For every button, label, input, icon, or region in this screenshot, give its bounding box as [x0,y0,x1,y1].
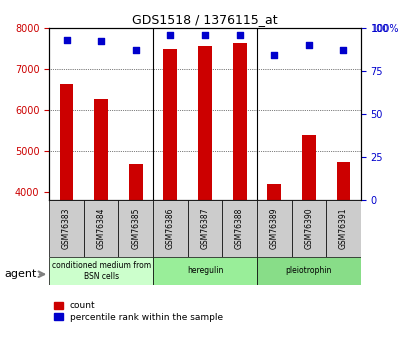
FancyBboxPatch shape [291,200,326,257]
FancyBboxPatch shape [118,200,153,257]
Title: GDS1518 / 1376115_at: GDS1518 / 1376115_at [132,13,277,27]
Bar [232,43,246,345]
Point [132,47,139,53]
Point [236,32,242,37]
FancyBboxPatch shape [153,200,187,257]
Text: GSM76387: GSM76387 [200,208,209,249]
Text: pleiotrophin: pleiotrophin [285,266,331,275]
Text: GSM76384: GSM76384 [97,208,106,249]
Point [270,52,277,58]
FancyBboxPatch shape [326,200,360,257]
Point [339,47,346,53]
Bar [163,49,177,345]
Point [63,37,70,42]
Text: conditioned medium from
BSN cells: conditioned medium from BSN cells [52,261,151,280]
FancyBboxPatch shape [49,200,83,257]
Text: GSM76383: GSM76383 [62,208,71,249]
FancyBboxPatch shape [83,200,118,257]
Bar [128,164,142,345]
Bar [198,46,211,345]
Point [305,42,311,48]
Text: GSM76389: GSM76389 [269,208,278,249]
FancyBboxPatch shape [256,200,291,257]
FancyBboxPatch shape [187,200,222,257]
Text: GSM76388: GSM76388 [234,208,243,249]
FancyBboxPatch shape [153,257,256,285]
Text: GSM76390: GSM76390 [303,208,312,249]
FancyBboxPatch shape [49,257,153,285]
FancyBboxPatch shape [256,257,360,285]
Point [98,39,104,44]
Bar [301,135,315,345]
Bar [59,84,73,345]
Text: heregulin: heregulin [187,266,222,275]
Bar [94,99,108,345]
Point [201,32,208,37]
Text: GSM76386: GSM76386 [166,208,175,249]
Bar [267,184,281,345]
Legend: count, percentile rank within the sample: count, percentile rank within the sample [54,301,222,322]
Point [167,32,173,37]
Text: GSM76391: GSM76391 [338,208,347,249]
Text: agent: agent [4,269,36,279]
FancyBboxPatch shape [222,200,256,257]
Text: GSM76385: GSM76385 [131,208,140,249]
Bar [336,162,350,345]
Y-axis label: 100%: 100% [371,24,398,34]
